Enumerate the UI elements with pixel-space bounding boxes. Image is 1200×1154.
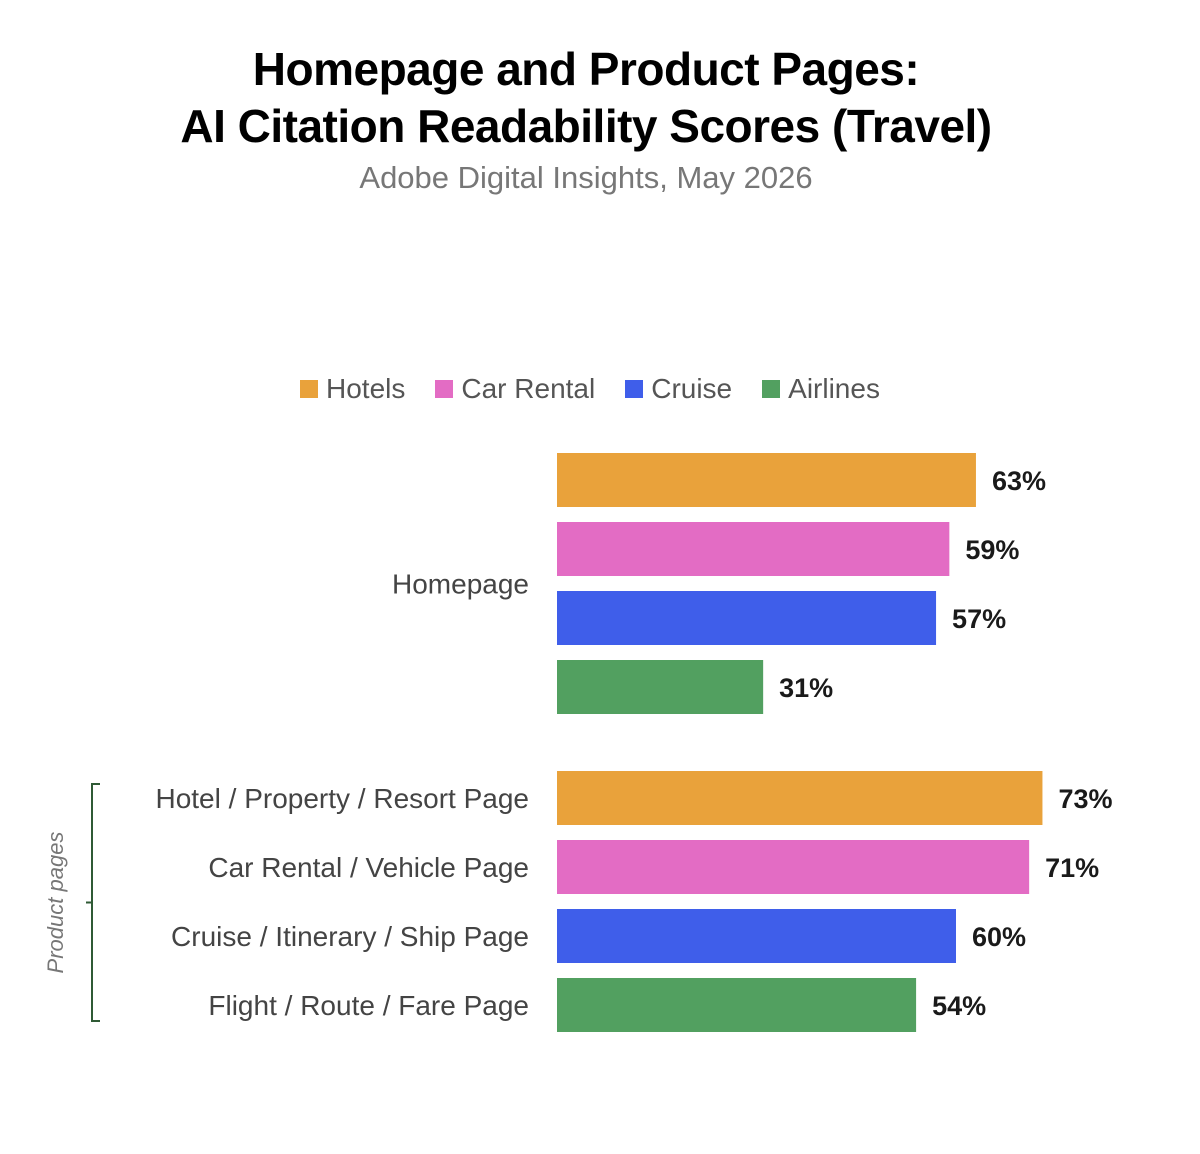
product-pages-bracket	[86, 783, 100, 1022]
value-label-homepage-airlines: 31%	[779, 673, 833, 703]
group-label-homepage: Homepage	[392, 569, 529, 600]
legend-swatch-hotels	[300, 380, 318, 398]
category-label-car-rental-vehicle-page: Car Rental / Vehicle Page	[208, 852, 529, 883]
bar-product-car-rental	[557, 840, 1030, 894]
bar-homepage-hotels	[557, 453, 976, 507]
value-label-product-hotels: 73%	[1058, 784, 1112, 814]
value-label-homepage-hotels: 63%	[992, 466, 1046, 496]
chart-subtitle: Adobe Digital Insights, May 2026	[359, 160, 813, 195]
chart-legend: Hotels Car Rental Cruise Airlines	[300, 369, 910, 409]
legend-item-hotels: Hotels	[300, 373, 405, 405]
chart-title-line-2: AI Citation Readability Scores (Travel)	[180, 100, 992, 152]
legend-swatch-car-rental	[435, 380, 454, 398]
category-label-cruise-itinerary-ship-page: Cruise / Itinerary / Ship Page	[171, 921, 529, 952]
bracket-label: Product pages	[43, 832, 68, 974]
category-label-hotel-property-resort-page: Hotel / Property / Resort Page	[155, 783, 529, 814]
bar-homepage-cruise	[557, 591, 937, 645]
legend-item-airlines: Airlines	[762, 373, 880, 405]
bar-homepage-car-rental	[557, 522, 950, 576]
legend-label-hotels: Hotels	[326, 373, 406, 404]
legend-label-cruise: Cruise	[651, 373, 733, 404]
value-label-homepage-cruise: 57%	[952, 604, 1006, 634]
bar-product-hotels	[557, 771, 1043, 825]
value-label-product-cruise: 60%	[972, 922, 1026, 952]
bar-product-cruise	[557, 909, 956, 963]
legend-label-car-rental: Car Rental	[461, 373, 596, 404]
legend-label-airlines: Airlines	[788, 373, 880, 404]
legend-swatch-airlines	[762, 380, 781, 398]
value-label-product-car-rental: 71%	[1045, 853, 1099, 883]
value-label-homepage-car-rental: 59%	[965, 535, 1019, 565]
legend-item-car-rental: Car Rental	[435, 373, 595, 405]
bar-homepage-airlines	[557, 660, 764, 714]
chart-title-line-1: Homepage and Product Pages:	[252, 43, 920, 95]
category-label-flight-route-fare-page: Flight / Route / Fare Page	[208, 990, 529, 1021]
bar-product-airlines	[557, 978, 917, 1032]
value-label-product-airlines: 54%	[932, 991, 986, 1021]
legend-swatch-cruise	[625, 380, 644, 398]
legend-item-cruise: Cruise	[625, 373, 732, 405]
